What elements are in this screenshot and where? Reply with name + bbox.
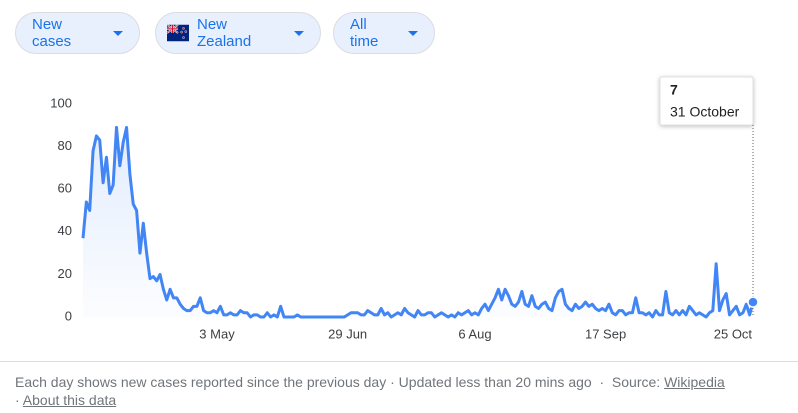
about-link[interactable]: About this data bbox=[22, 392, 117, 408]
y-tick-label: 0 bbox=[65, 308, 72, 323]
caret bbox=[294, 30, 304, 36]
description: Each day shows new cases reported since … bbox=[15, 374, 387, 390]
y-tick-label: 20 bbox=[58, 266, 72, 281]
x-tick-label: 6 Aug bbox=[458, 326, 491, 341]
tooltip-value: 7 bbox=[670, 82, 678, 98]
footer: Each day shows new cases reported since … bbox=[15, 374, 725, 408]
y-tick-label: 100 bbox=[50, 95, 72, 110]
caret bbox=[408, 30, 418, 36]
flag bbox=[167, 24, 189, 42]
area bbox=[83, 127, 753, 318]
source-link[interactable]: Wikipedia bbox=[664, 374, 725, 390]
x-tick-label: 29 Jun bbox=[328, 326, 367, 341]
x-tick-label: 17 Sep bbox=[585, 326, 626, 341]
source-label: Source: bbox=[611, 374, 661, 390]
chart: 0 20 40 60 80 100 3 May 29 Jun 6 Aug 17 Sep 25 Oct… bbox=[0, 76, 798, 362]
x-tick-label: 25 Oct bbox=[714, 326, 753, 341]
hover-point bbox=[747, 296, 759, 308]
caret bbox=[113, 30, 123, 36]
y-tick-label: 40 bbox=[58, 223, 72, 238]
x-tick-label: 3 May bbox=[199, 326, 235, 341]
y-tick-label: 60 bbox=[58, 181, 72, 196]
updated: Updated less than 20 mins ago bbox=[398, 374, 592, 390]
tooltip bbox=[659, 76, 754, 126]
y-tick-label: 80 bbox=[58, 138, 72, 153]
period-label: All time bbox=[350, 16, 379, 50]
tooltip-date: 31 October bbox=[670, 104, 740, 120]
line bbox=[81, 125, 755, 319]
location-dropdown[interactable]: New Zealand bbox=[155, 12, 321, 54]
period-dropdown[interactable]: All time bbox=[333, 12, 435, 54]
metric-dropdown[interactable]: New cases bbox=[15, 12, 140, 54]
location-label: New Zealand bbox=[197, 16, 252, 50]
metric-label: New cases bbox=[32, 16, 72, 50]
